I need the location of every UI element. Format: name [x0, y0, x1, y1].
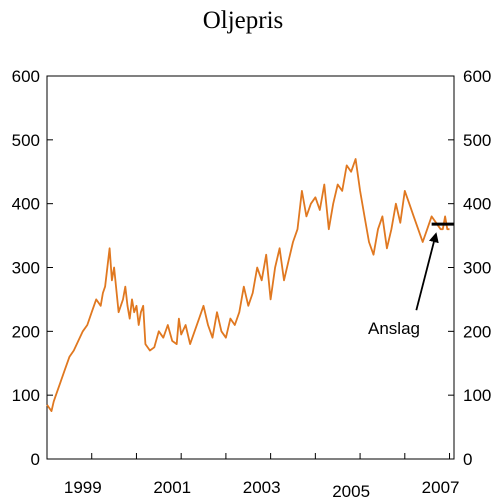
oil-price-series-line	[46, 158, 450, 412]
x-axis: 1999 2001 2003 2005 2007	[46, 453, 460, 501]
right-y-tick-label: 400	[463, 195, 491, 214]
left-y-tick-label: 0	[31, 450, 40, 469]
left-y-axis: 0 100 200 300 400 500 600	[12, 67, 53, 469]
left-y-tick-label: 500	[12, 131, 40, 150]
x-tick-label: 1999	[64, 478, 102, 497]
x-tick-label: 2003	[243, 478, 281, 497]
left-y-tick-label: 400	[12, 195, 40, 214]
x-tick-label: 2001	[153, 478, 191, 497]
left-y-tick-label: 600	[12, 67, 40, 86]
right-y-tick-label: 600	[463, 67, 491, 86]
forecast-label: Anslag	[368, 319, 420, 338]
right-y-tick-label: 200	[463, 322, 491, 341]
right-y-tick-label: 500	[463, 131, 491, 150]
right-y-axis: 0 100 200 300 400 500 600	[448, 67, 491, 469]
right-y-tick-label: 0	[463, 450, 472, 469]
left-y-tick-label: 200	[12, 322, 40, 341]
forecast-arrow	[415, 232, 439, 311]
x-tick-label: 2005	[332, 482, 370, 501]
chart-title: Oljepris	[203, 7, 284, 34]
x-tick-label: 2007	[422, 478, 460, 497]
left-y-tick-label: 300	[12, 259, 40, 278]
right-y-tick-label: 100	[463, 386, 491, 405]
left-y-tick-label: 100	[12, 386, 40, 405]
right-y-tick-label: 300	[463, 259, 491, 278]
